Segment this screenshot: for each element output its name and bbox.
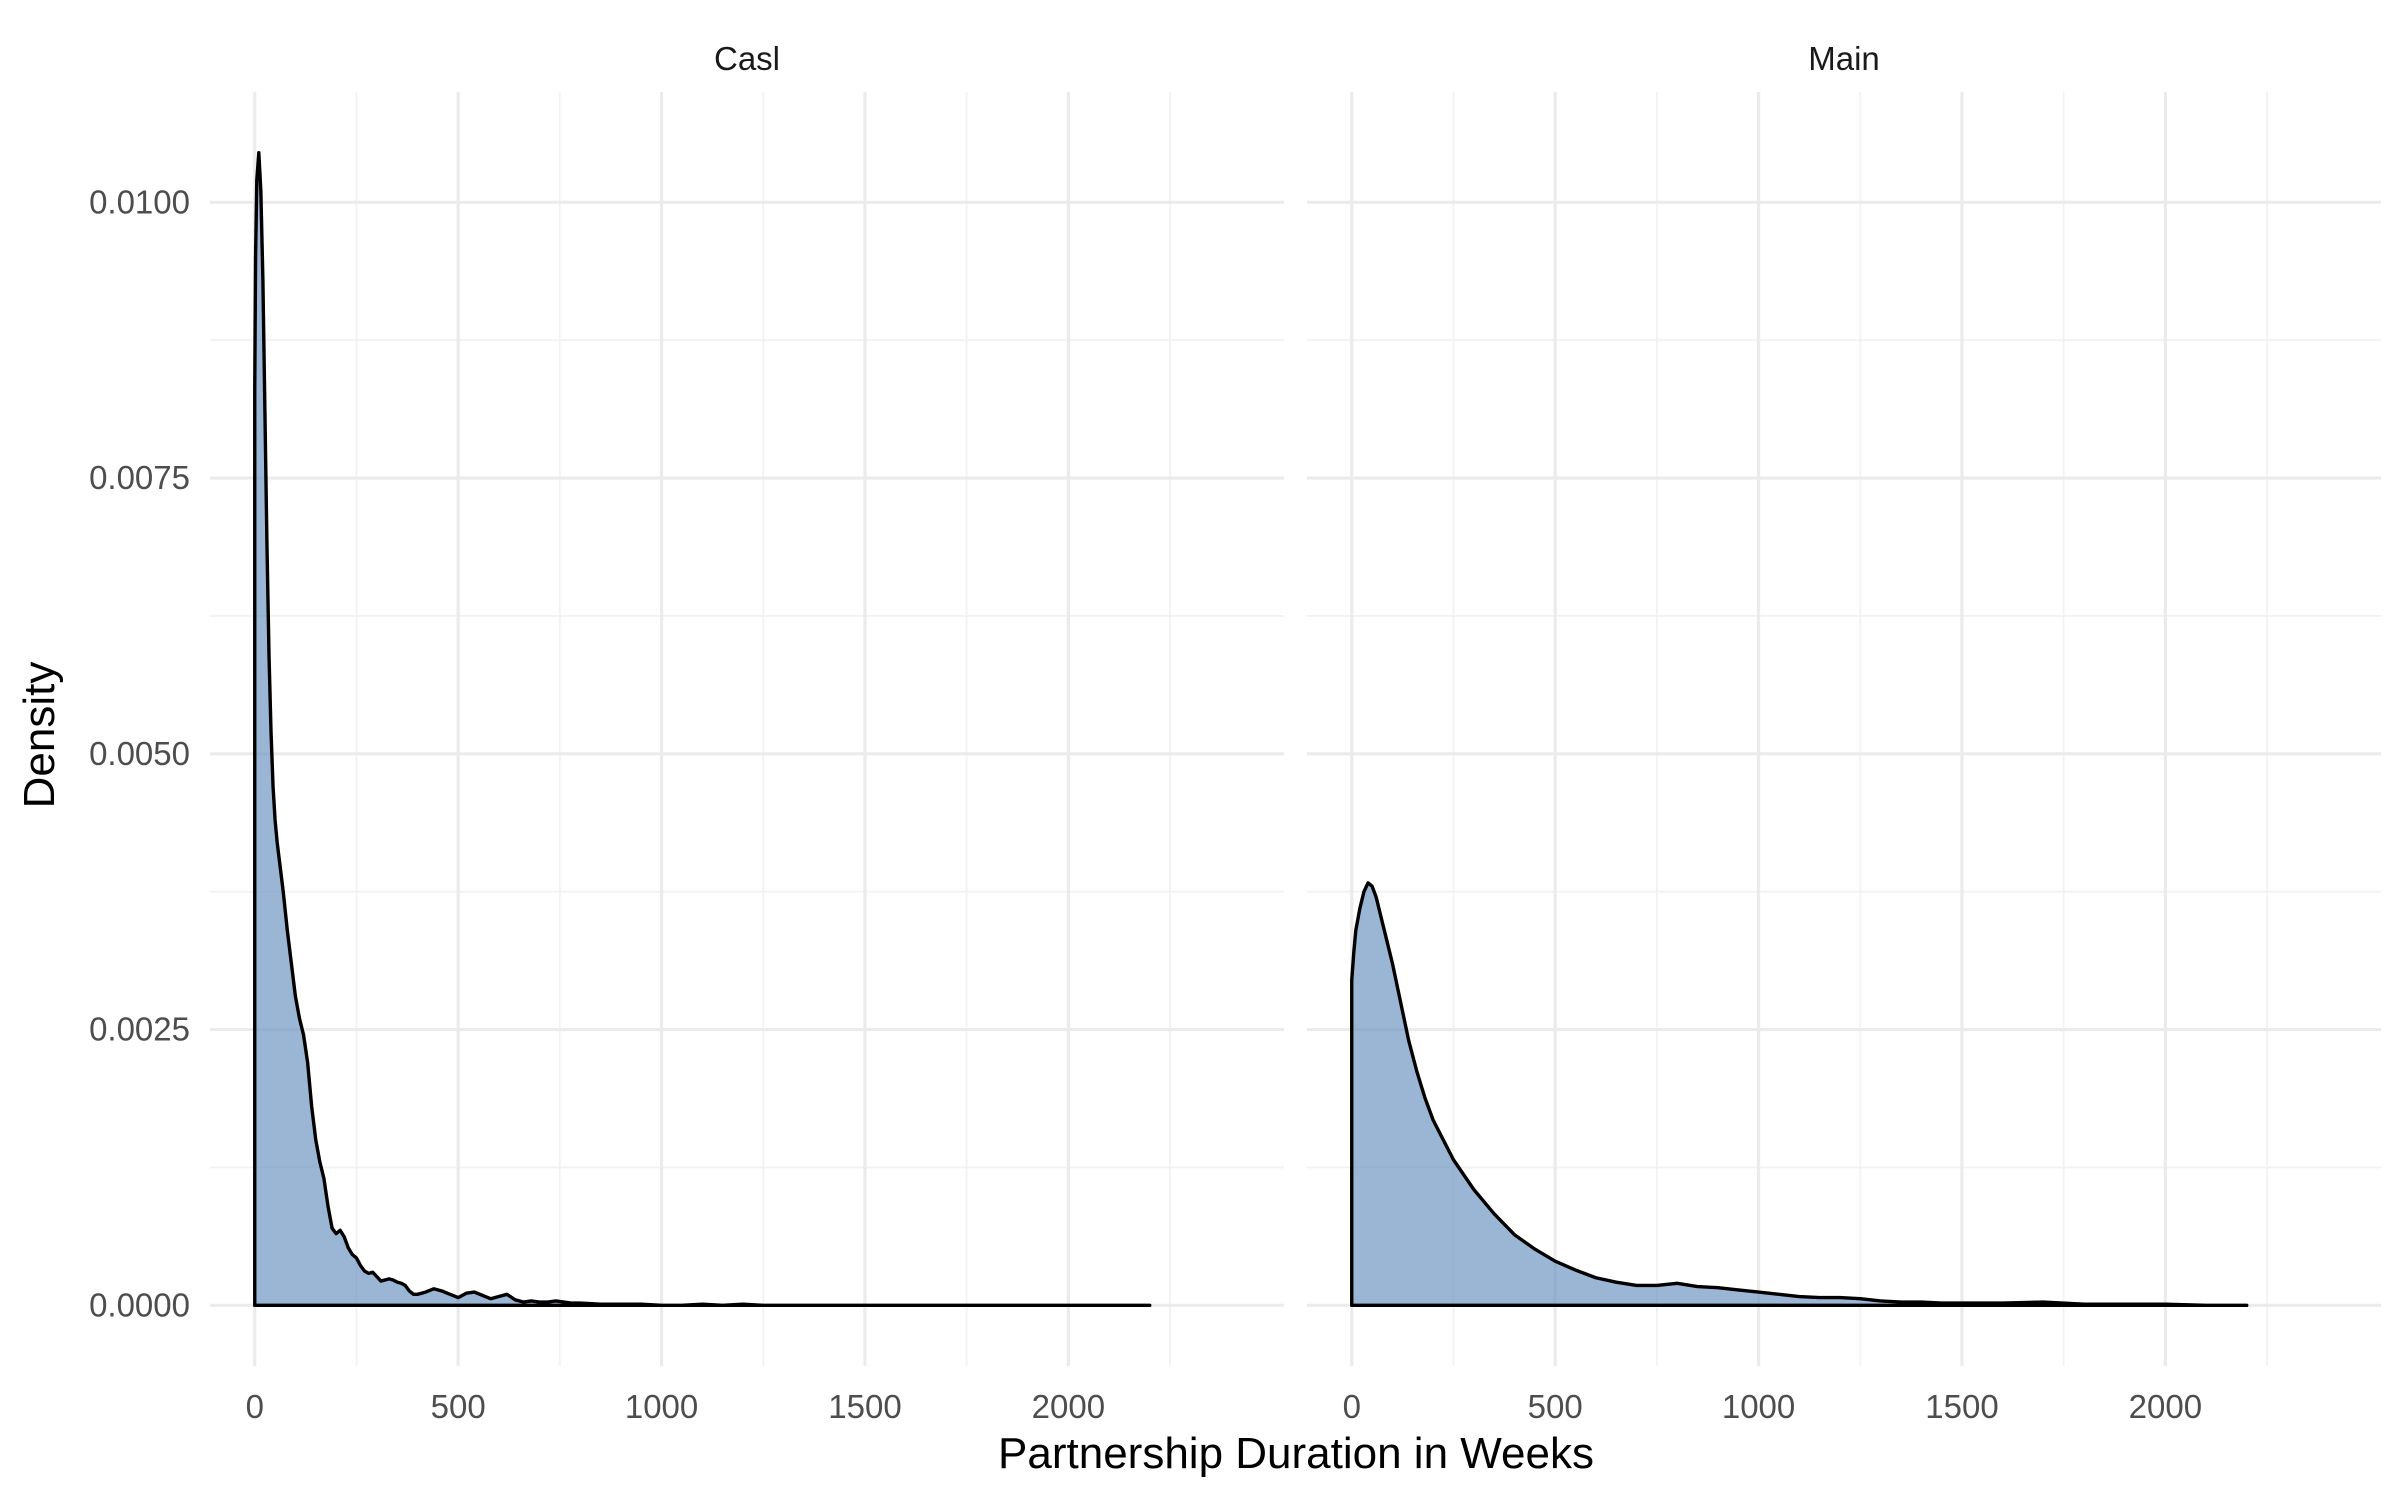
facet-panel-casl: Casl 0 500 1000 1500 2000 [210,40,1284,1425]
y-tick-label: 0.0100 [89,183,190,220]
x-tick-label: 1000 [625,1388,698,1425]
x-tick-label: 1500 [1925,1388,1998,1425]
x-tick-label: 1500 [828,1388,901,1425]
x-tick-label: 1000 [1722,1388,1795,1425]
y-tick-label: 0.0025 [89,1011,190,1048]
x-tick-label: 500 [1528,1388,1583,1425]
facet-strip-label: Casl [714,40,780,77]
x-tick-label: 0 [246,1388,264,1425]
density-area-casl [253,150,1152,1308]
facet-panels: 0.0000 0.0025 0.0050 0.0075 0.0100 Casl 0 500 10… [89,40,2381,1425]
x-tick-label: 500 [431,1388,486,1425]
y-tick-label: 0.0075 [89,459,190,496]
facet-panel-main: Main 0 500 1000 1500 2000 [1307,40,2381,1425]
facet-strip-label: Main [1808,40,1880,77]
density-area-main [1350,881,2249,1308]
x-tick-label: 2000 [1032,1388,1105,1425]
y-tick-label: 0.0050 [89,735,190,772]
x-tick-label: 2000 [2129,1388,2202,1425]
y-axis-ticks: 0.0000 0.0025 0.0050 0.0075 0.0100 [89,183,190,1323]
x-axis-title: Partnership Duration in Weeks [998,1429,1594,1478]
y-tick-label: 0.0000 [89,1286,190,1323]
y-axis-title: Density [15,662,64,809]
x-tick-label: 0 [1343,1388,1361,1425]
